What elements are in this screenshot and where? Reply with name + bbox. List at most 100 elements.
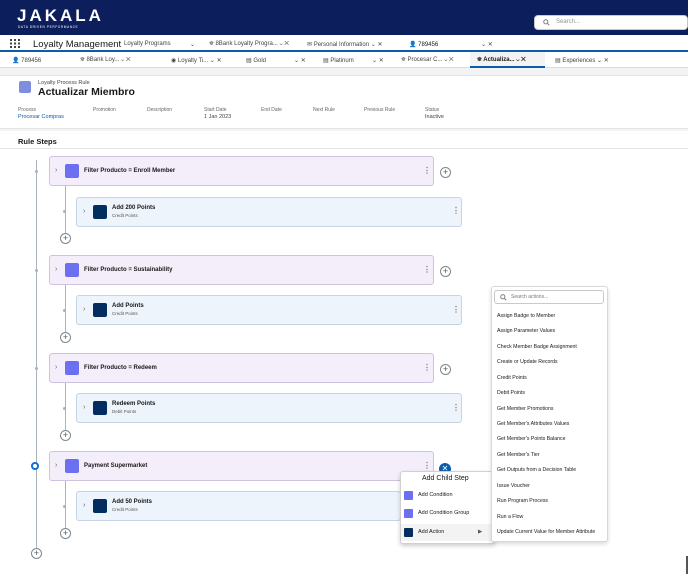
more-actions-icon[interactable]: ⋮ [452, 403, 460, 412]
action-list-icon [93, 303, 107, 317]
menu-title: Add Child Step [422, 475, 469, 482]
add-step-button[interactable]: + [440, 266, 451, 277]
nav-tab-personal-information[interactable]: ✉ Personal Information ⌄ ✕ [307, 42, 383, 48]
subtab-experiences[interactable]: ▤ Experiences ⌄ ✕ [555, 58, 609, 64]
nav-tab-loyalty-programs[interactable]: Loyalty Programs [124, 41, 171, 47]
tree-node-dot [63, 210, 66, 213]
chevron-right-icon[interactable]: › [83, 404, 86, 411]
nav-tab-789456[interactable]: 👤 789456 [409, 42, 439, 48]
subtab-platinum-label: Platinum [330, 58, 354, 64]
field-label-next-rule: Next Rule [313, 107, 335, 113]
selected-step-indicator[interactable] [31, 462, 39, 470]
nav-tab-789456-controls[interactable]: ⌄ ✕ [481, 42, 493, 48]
add-step-button[interactable]: + [440, 167, 451, 178]
chevron-right-icon[interactable]: › [55, 462, 58, 469]
action-step-title: Add 50 Points [112, 499, 153, 505]
more-actions-icon[interactable]: ⋮ [423, 363, 431, 372]
action-step-subtitle: Credit Points [112, 507, 138, 512]
subtab-gold-controls[interactable]: ⌄ ✕ [294, 58, 306, 64]
condition-step-title: Payment Supermarket [84, 463, 148, 469]
subtab-gold-label: Gold [253, 58, 267, 64]
subtab-loyalty-ti[interactable]: ◉ Loyalty Ti... ⌄ ✕ [171, 58, 222, 64]
field-label-end-date: End Date [261, 107, 282, 113]
menu-item-highlight [401, 524, 494, 541]
condition-group-icon [404, 509, 413, 518]
subtab-789456[interactable]: 👤 789456 [12, 58, 42, 64]
global-search-input[interactable]: Search... [534, 15, 688, 30]
action-option[interactable]: Issue Voucher [497, 483, 530, 489]
more-actions-icon[interactable]: ⋮ [452, 206, 460, 215]
menu-item-add-condition[interactable]: Add Condition [418, 492, 453, 498]
more-actions-icon[interactable]: ⋮ [423, 265, 431, 274]
action-option[interactable]: Assign Parameter Values [497, 328, 556, 334]
add-child-step-button[interactable]: + [60, 430, 71, 441]
search-icon [500, 294, 507, 301]
actions-search-input[interactable]: Search actions... [494, 290, 604, 304]
field-label-process: Process [18, 107, 37, 113]
action-option[interactable]: Update Current Value for Member Attribut… [497, 529, 596, 535]
chevron-right-icon[interactable]: › [83, 306, 86, 313]
action-step-title: Redeem Points [112, 401, 156, 407]
chevron-right-icon[interactable]: › [55, 266, 58, 273]
subtab-789456-label: 789456 [21, 58, 42, 64]
action-step-card[interactable] [76, 491, 401, 521]
tree-trunk-line [36, 160, 37, 550]
field-value-process[interactable]: Procesar Compras [18, 114, 64, 120]
subtab-8bank-loy[interactable]: ⛯ 8Bank Loy... ⌄ ✕ [80, 57, 131, 63]
action-option[interactable]: Debit Points [497, 390, 525, 396]
action-option[interactable]: Get Member Promotions [497, 406, 554, 412]
action-step-card[interactable] [76, 295, 462, 325]
menu-item-add-condition-group[interactable]: Add Condition Group [418, 510, 470, 516]
add-child-step-button[interactable]: + [60, 332, 71, 343]
chevron-right-icon[interactable]: › [55, 364, 58, 371]
condition-step-card[interactable] [49, 156, 434, 186]
action-option[interactable]: Assign Badge to Member [497, 313, 556, 319]
more-actions-icon[interactable]: ⋮ [452, 305, 460, 314]
action-step-subtitle: Credit Points [112, 213, 138, 218]
condition-step-card[interactable] [49, 353, 434, 383]
field-label-previous-rule: Previous Rule [364, 107, 396, 113]
more-actions-icon[interactable]: ⋮ [423, 461, 431, 470]
brand-logo[interactable]: JAKALA [17, 6, 104, 25]
nav-tab-8bank-loyalty[interactable]: ⛯ 8Bank Loyalty Progra... ⌄ ✕ [209, 41, 289, 47]
app-launcher-icon[interactable] [10, 39, 20, 48]
subtab-actualiza[interactable]: ⛯ Actualiza... ⌄ ✕ [477, 57, 526, 63]
action-list-icon [93, 401, 107, 415]
divider [0, 148, 688, 149]
menu-item-add-action[interactable]: Add Action [418, 529, 445, 535]
subtab-loyalty-ti-label: Loyalty Ti... [177, 58, 209, 64]
action-step-card[interactable] [76, 197, 462, 227]
subtab-gold[interactable]: ▤ Gold [246, 58, 267, 64]
tree-node-dot [35, 269, 38, 272]
action-option[interactable]: Get Member's Attributes Values [497, 421, 570, 427]
chevron-right-icon[interactable]: › [83, 502, 86, 509]
action-step-subtitle: Debit Points [112, 409, 137, 414]
chevron-down-icon[interactable]: ⌄ [190, 42, 196, 48]
add-step-button[interactable]: + [440, 364, 451, 375]
action-option[interactable]: Get Outputs from a Decision Table [497, 467, 577, 473]
scrollbar[interactable] [686, 556, 688, 574]
tree-node-dot [63, 505, 66, 508]
condition-step-card[interactable] [49, 451, 434, 481]
subtab-platinum[interactable]: ▤ Platinum [323, 58, 354, 64]
action-option[interactable]: Check Member Badge Assignment [497, 344, 577, 350]
action-option[interactable]: Run a Flow [497, 514, 524, 520]
add-child-step-button[interactable]: + [60, 233, 71, 244]
action-option[interactable]: Run Program Process [497, 498, 549, 504]
add-root-step-button[interactable]: + [31, 548, 42, 559]
action-option[interactable]: Credit Points [497, 375, 527, 381]
action-option[interactable]: Get Member's Points Balance [497, 436, 566, 442]
nav-tab-personal-information-label: Personal Information [313, 42, 370, 48]
condition-step-title: Filter Producto = Redeem [84, 365, 157, 371]
condition-step-card[interactable] [49, 255, 434, 285]
chevron-right-icon[interactable]: › [83, 208, 86, 215]
subtab-procesar[interactable]: ⛯ Procesar C... ⌄ ✕ [401, 57, 454, 63]
subtab-platinum-controls[interactable]: ⌄ ✕ [372, 58, 384, 64]
chevron-right-icon[interactable]: › [55, 167, 58, 174]
add-child-step-button[interactable]: + [60, 528, 71, 539]
more-actions-icon[interactable]: ⋮ [423, 166, 431, 175]
action-option[interactable]: Get Member's Tier [497, 452, 540, 458]
field-label-start-date: Start Date [204, 107, 227, 113]
action-step-card[interactable] [76, 393, 462, 423]
action-option[interactable]: Create or Update Records [497, 359, 558, 365]
